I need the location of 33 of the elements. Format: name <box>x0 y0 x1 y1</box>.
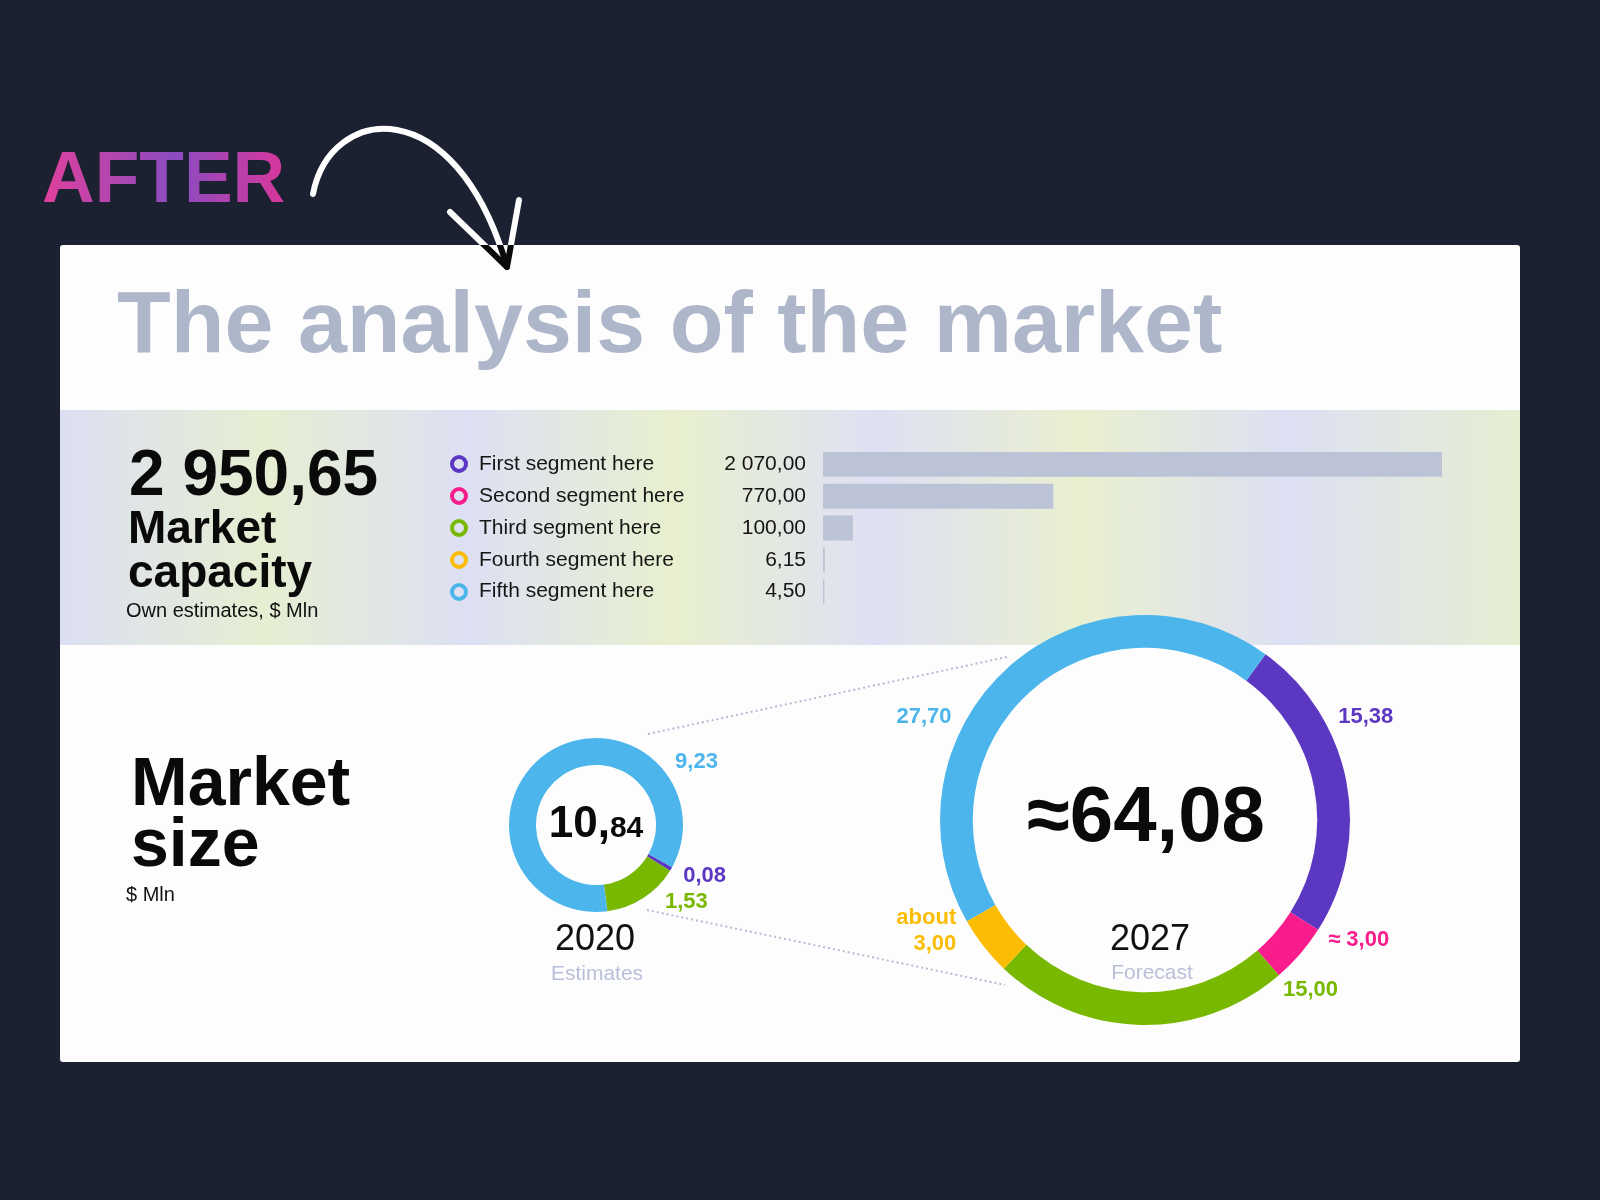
text: 2027 <box>1109 917 1191 958</box>
text: Forecast <box>1111 959 1193 983</box>
y-tick-label: First segment here <box>479 451 655 475</box>
text: 2020 <box>554 917 636 958</box>
y-tick-label: Fourth segment here <box>479 546 674 570</box>
data-label: 2 070,00 <box>724 451 806 475</box>
data-label: 15,00 <box>1282 976 1339 1002</box>
y-tick-label: Third segment here <box>479 514 662 538</box>
data-label: 100,00 <box>741 514 806 538</box>
data-label: 4,50 <box>765 578 806 602</box>
data-label: 15,38 <box>1338 702 1394 728</box>
text: AFTER <box>42 136 286 217</box>
text: ≈64,08 <box>1027 770 1265 858</box>
text: Estimates <box>550 960 644 984</box>
bar <box>823 483 1054 509</box>
y-tick-label: Fifth segment here <box>479 578 655 602</box>
data-label: about 3,00 <box>896 904 957 956</box>
y-tick-label: Second segment here <box>479 483 685 507</box>
data-label: 0,08 <box>683 862 727 888</box>
data-label: 27,70 <box>896 703 952 729</box>
text: Own estimates, $ Mln <box>126 599 319 621</box>
text: 2 950,65 <box>129 437 379 509</box>
data-label: ≈ 3,00 <box>1328 926 1390 952</box>
text: Market size <box>131 743 351 880</box>
data-label: 770,00 <box>741 483 806 507</box>
data-label: 9,23 <box>675 748 718 774</box>
bar <box>823 452 1442 477</box>
chart-title: The analysis of the market <box>117 272 1223 371</box>
data-label: 1,53 <box>665 888 708 914</box>
bar <box>823 515 853 541</box>
text: 10,84 <box>548 797 644 846</box>
data-label: 6,15 <box>765 546 806 570</box>
text: $ Mln <box>126 883 175 905</box>
